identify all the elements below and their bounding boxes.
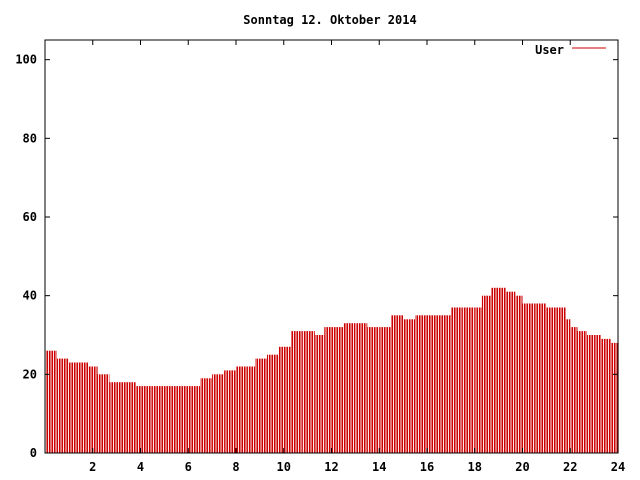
bar bbox=[88, 366, 98, 453]
bar bbox=[331, 327, 344, 453]
x-tick-label: 14 bbox=[372, 460, 386, 474]
bar bbox=[427, 315, 439, 453]
bar bbox=[343, 323, 356, 453]
bar bbox=[236, 366, 248, 453]
x-tick-label: 22 bbox=[563, 460, 577, 474]
bar bbox=[267, 354, 279, 453]
x-tick-label: 6 bbox=[185, 460, 192, 474]
legend-label: User bbox=[535, 43, 564, 57]
y-tick-label: 40 bbox=[23, 289, 37, 303]
bar bbox=[558, 307, 566, 453]
x-tick-label: 20 bbox=[515, 460, 529, 474]
bar bbox=[450, 307, 463, 453]
bar bbox=[498, 287, 506, 453]
bar bbox=[546, 307, 559, 453]
bar bbox=[68, 362, 81, 453]
bar bbox=[594, 335, 602, 453]
x-tick-label: 24 bbox=[611, 460, 625, 474]
bar bbox=[534, 303, 547, 453]
x-tick-label: 12 bbox=[324, 460, 338, 474]
legend: User bbox=[535, 43, 606, 57]
y-tick-label: 80 bbox=[23, 131, 37, 145]
bar bbox=[403, 319, 415, 453]
bar bbox=[247, 366, 256, 453]
x-tick-label: 10 bbox=[277, 460, 291, 474]
y-tick-label: 60 bbox=[23, 210, 37, 224]
bar bbox=[56, 358, 69, 453]
bar-series bbox=[45, 41, 619, 453]
bar bbox=[491, 287, 499, 453]
bar bbox=[128, 382, 136, 453]
x-tick-label: 16 bbox=[420, 460, 434, 474]
bar bbox=[279, 346, 291, 453]
bar bbox=[565, 319, 571, 453]
bar bbox=[80, 362, 88, 453]
bar bbox=[577, 331, 587, 453]
bar bbox=[314, 335, 325, 453]
bar bbox=[481, 295, 492, 453]
y-tick-label: 20 bbox=[23, 367, 37, 381]
bar bbox=[324, 327, 332, 453]
bar bbox=[193, 386, 201, 453]
x-tick-label: 8 bbox=[232, 460, 239, 474]
bar bbox=[391, 315, 404, 453]
x-tick-label: 2 bbox=[89, 460, 96, 474]
x-tick-label: 18 bbox=[468, 460, 482, 474]
bar bbox=[438, 315, 451, 453]
chart-title: Sonntag 12. Oktober 2014 bbox=[243, 13, 416, 27]
y-tick-label: 0 bbox=[30, 446, 37, 460]
bar bbox=[224, 370, 236, 453]
plot-frame bbox=[44, 39, 619, 454]
bar bbox=[610, 342, 618, 453]
y-tick-label: 100 bbox=[15, 53, 37, 67]
bar bbox=[379, 327, 392, 453]
x-tick-label: 4 bbox=[137, 460, 144, 474]
bar bbox=[290, 331, 303, 453]
